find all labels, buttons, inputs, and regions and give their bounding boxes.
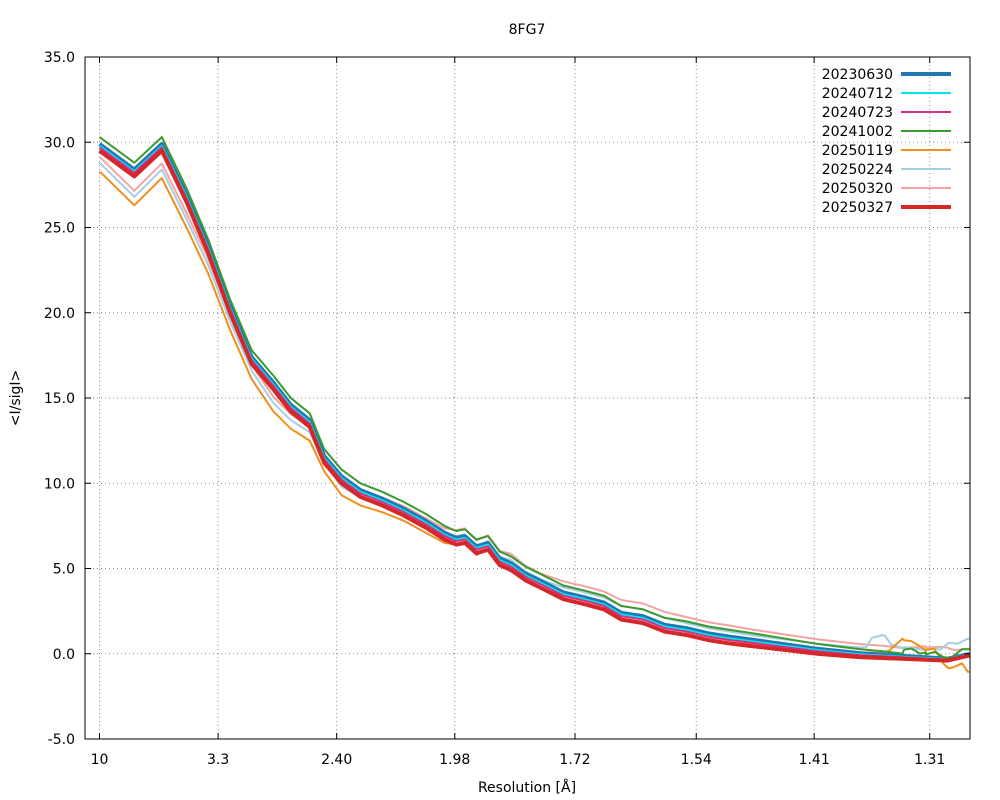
ticks: 10 3.3 2.40 1.98 1.72 1.54 1.41 1.31 -5.0 0.0 5.0 1… bbox=[44, 50, 970, 768]
legend-label: 20240712 bbox=[822, 86, 893, 102]
y-tick-label: -5.0 bbox=[48, 732, 75, 748]
y-tick-label: 35.0 bbox=[44, 50, 75, 66]
series-line-20250119 bbox=[98, 170, 970, 673]
x-tick-label: 1.31 bbox=[914, 752, 945, 768]
series-line-20240723 bbox=[98, 146, 970, 661]
y-tick-label: 0.0 bbox=[53, 647, 75, 663]
x-tick-label: 1.98 bbox=[439, 752, 470, 768]
y-tick-label: 15.0 bbox=[44, 391, 75, 407]
x-tick-label: 1.54 bbox=[681, 752, 712, 768]
legend-label: 20240723 bbox=[822, 105, 893, 121]
series-layer bbox=[98, 136, 970, 673]
legend-label: 20241002 bbox=[822, 124, 893, 140]
x-tick-label: 1.41 bbox=[799, 752, 830, 768]
x-tick-label: 3.3 bbox=[207, 752, 229, 768]
legend-label: 20250119 bbox=[822, 143, 893, 159]
y-tick-label: 10.0 bbox=[44, 476, 75, 492]
series-line-20241002 bbox=[98, 136, 970, 661]
legend-label: 20250320 bbox=[822, 181, 893, 197]
x-tick-label: 2.40 bbox=[321, 752, 352, 768]
chart-title: 8FG7 bbox=[509, 22, 546, 38]
y-tick-label: 20.0 bbox=[44, 306, 75, 322]
x-tick-label: 1.72 bbox=[559, 752, 590, 768]
x-axis-title: Resolution [Å] bbox=[478, 779, 576, 796]
grid bbox=[85, 56, 970, 740]
legend-label: 20230630 bbox=[822, 67, 893, 83]
y-tick-label: 25.0 bbox=[44, 221, 75, 237]
legend-label: 20250224 bbox=[822, 162, 893, 178]
y-axis-title: <I/sigI> bbox=[8, 370, 24, 427]
legend-label: 20250327 bbox=[822, 200, 893, 216]
x-tick-label: 10 bbox=[91, 752, 109, 768]
series-line-20240712 bbox=[98, 144, 970, 661]
legend: 20230630 20240712 20240723 20241002 20250119… bbox=[822, 67, 951, 216]
series-line-20250327 bbox=[98, 148, 970, 663]
y-tick-label: 30.0 bbox=[44, 135, 75, 151]
y-tick-label: 5.0 bbox=[53, 562, 75, 578]
series-line-20230630 bbox=[98, 142, 970, 661]
